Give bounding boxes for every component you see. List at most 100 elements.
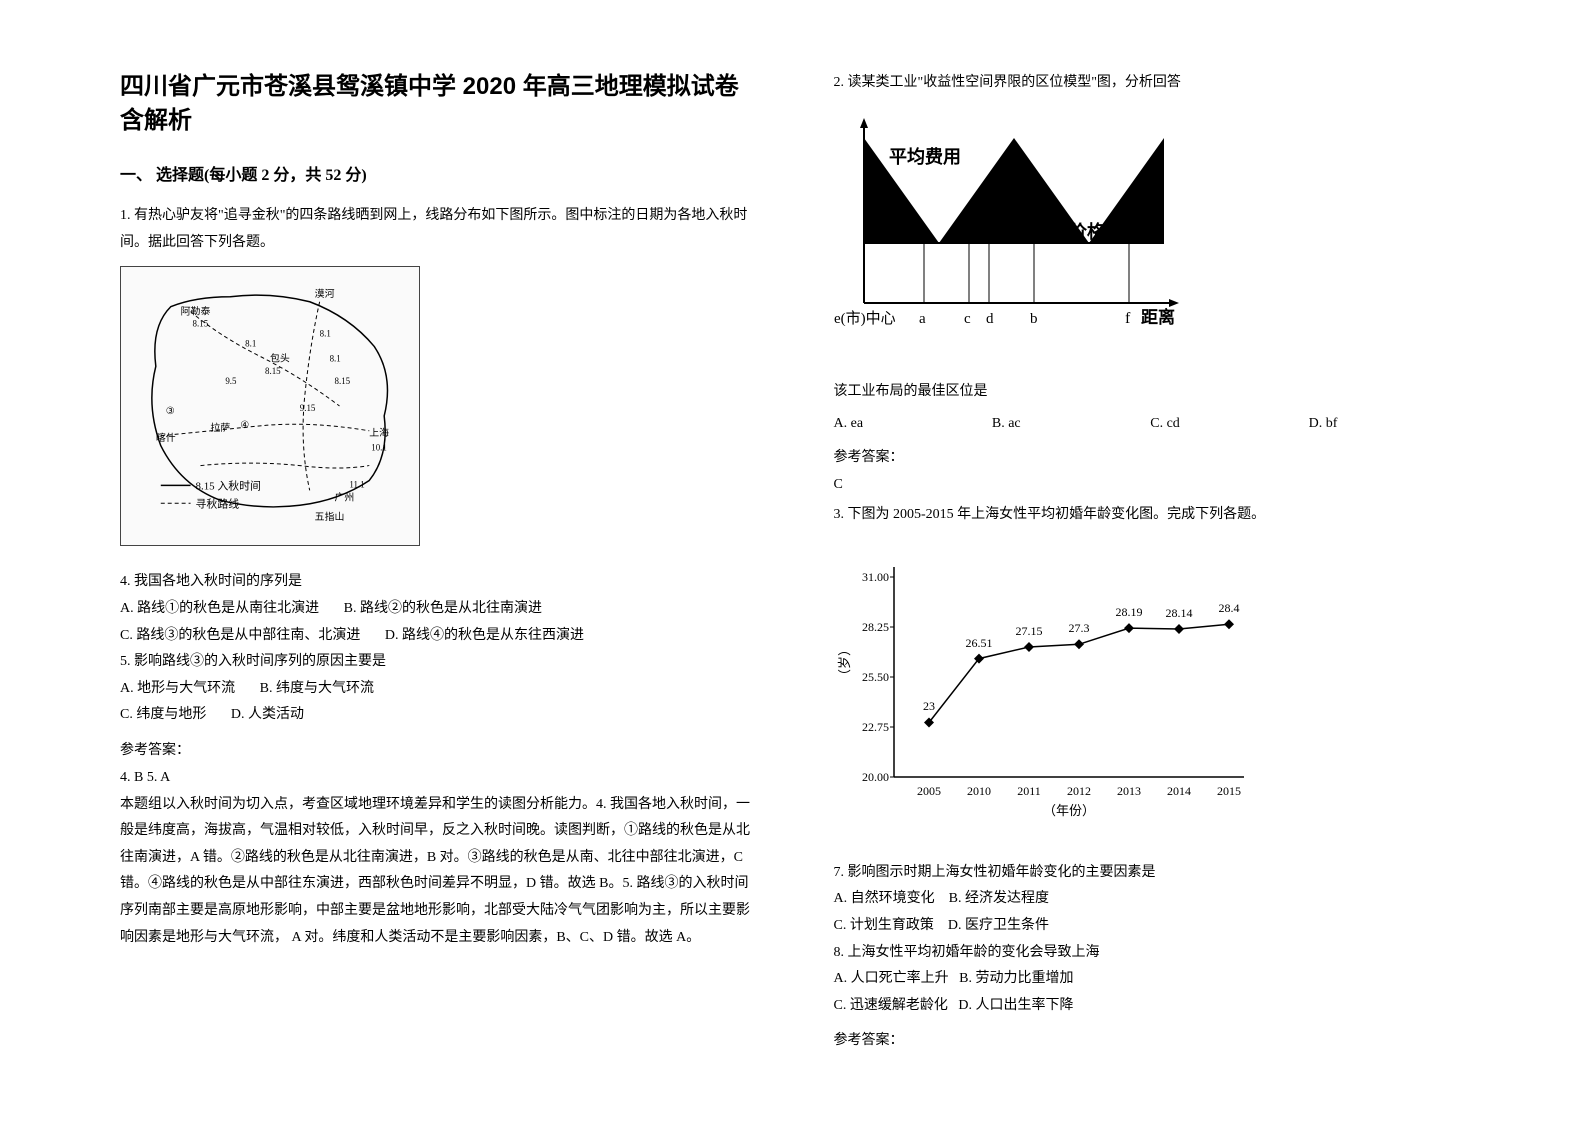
map-city-mohe: 漠河 — [315, 288, 335, 300]
svg-text:9.15: 9.15 — [300, 403, 316, 413]
china-map-svg: 漠河 阿勒泰 包头 拉萨 喀什 上海 广州 五指山 8.15 8.1 8.15 … — [120, 266, 420, 546]
svg-text:平均费用: 平均费用 — [889, 146, 961, 167]
q2-intro: 2. 读某类工业"收益性空间界限的区位模型"图，分析回答 — [834, 70, 1468, 97]
opt-a: A. 人口死亡率上升 — [834, 971, 949, 986]
svg-text:e(市)中心: e(市)中心 — [834, 310, 896, 327]
opt-a: A. 自然环境变化 — [834, 891, 935, 906]
svg-text:（岁）: （岁） — [837, 643, 852, 682]
q2-opts: A. ea B. ac C. cd D. bf — [834, 416, 1468, 432]
map-city-wzs: 五指山 — [315, 511, 345, 524]
map-city-altay: 阿勒泰 — [181, 305, 211, 318]
svg-text:2005: 2005 — [917, 784, 941, 798]
svg-text:b: b — [1030, 311, 1038, 327]
document-title: 四川省广元市苍溪县鸳溪镇中学 2020 年高三地理模拟试卷含解析 — [120, 70, 754, 137]
svg-text:28.14: 28.14 — [1165, 606, 1192, 620]
line-chart-svg: 20.00 22.75 25.50 28.25 31.00 （岁） 2005 2… — [834, 547, 1264, 827]
q3-sub8-opts: A. 人口死亡率上升 B. 劳动力比重增加 — [834, 966, 1468, 993]
svg-text:2012: 2012 — [1067, 784, 1091, 798]
svg-text:10.1: 10.1 — [371, 443, 387, 453]
opt-c: C. 计划生育政策 — [834, 918, 934, 933]
q2-chart-figure: 平均费用 价格 e(市)中心 a c d b f 距离 — [834, 107, 1468, 362]
section-header: 一、 选择题(每小题 2 分，共 52 分) — [120, 161, 754, 185]
q1-sub4: 4. 我国各地入秋时间的序列是 — [120, 569, 754, 596]
map-city-baotou: 包头 — [270, 352, 290, 365]
q3-answer-label: 参考答案： — [834, 1029, 1468, 1049]
svg-text:8.15: 8.15 — [265, 367, 281, 377]
svg-text:28.19: 28.19 — [1115, 605, 1142, 619]
q3-sub7-opts: A. 自然环境变化 B. 经济发达程度 — [834, 886, 1468, 913]
q2-question: 该工业布局的最佳区位是 — [834, 380, 1468, 400]
opt-c: C. 迅速缓解老龄化 — [834, 998, 948, 1013]
opt-b: B. 经济发达程度 — [949, 891, 1049, 906]
opt-b: B. 路线②的秋色是从北往南演进 — [344, 601, 542, 616]
svg-text:2015: 2015 — [1217, 784, 1241, 798]
svg-text:④: ④ — [240, 420, 249, 431]
q1-sub5-opts2: C. 纬度与地形 D. 人类活动 — [120, 702, 754, 729]
q1-sub5-opts: A. 地形与大气环流 B. 纬度与大气环流 — [120, 676, 754, 703]
svg-text:距离: 距离 — [1141, 307, 1175, 327]
opt-d: D. bf — [1309, 416, 1467, 432]
svg-text:寻秋路线: 寻秋路线 — [196, 497, 240, 511]
svg-text:2010: 2010 — [967, 784, 991, 798]
svg-text:8.1: 8.1 — [245, 339, 256, 349]
opt-d: D. 人类活动 — [231, 707, 304, 722]
opt-c: C. cd — [1150, 416, 1308, 432]
svg-text:8.15 入秋时间: 8.15 入秋时间 — [196, 479, 261, 493]
svg-text:23: 23 — [923, 699, 935, 713]
svg-text:31.00: 31.00 — [862, 570, 889, 584]
svg-text:③: ③ — [166, 406, 175, 417]
opt-a: A. 地形与大气环流 — [120, 681, 235, 696]
svg-text:c: c — [964, 311, 971, 327]
opt-c: C. 路线③的秋色是从中部往南、北演进 — [120, 628, 360, 643]
svg-text:25.50: 25.50 — [862, 670, 889, 684]
opt-a: A. ea — [834, 416, 992, 432]
answer-short: 4. B 5. A — [120, 765, 754, 792]
opt-c: C. 纬度与地形 — [120, 707, 206, 722]
svg-text:20.00: 20.00 — [862, 770, 889, 784]
q3-intro: 3. 下图为 2005-2015 年上海女性平均初婚年龄变化图。完成下列各题。 — [834, 502, 1468, 529]
svg-text:2013: 2013 — [1117, 784, 1141, 798]
svg-text:28.25: 28.25 — [862, 620, 889, 634]
right-column: 2. 读某类工业"收益性空间界限的区位模型"图，分析回答 平均费用 价格 e(市… — [794, 70, 1488, 1082]
svg-text:9.5: 9.5 — [225, 377, 237, 387]
q1-sub4-opts: A. 路线①的秋色是从南往北演进 B. 路线②的秋色是从北往南演进 — [120, 596, 754, 623]
svg-text:f: f — [1125, 310, 1131, 327]
map-city-lasa: 拉萨 — [210, 421, 230, 434]
q2-answer: C — [834, 472, 1468, 499]
svg-text:a: a — [919, 311, 926, 327]
opt-b: B. ac — [992, 416, 1150, 432]
q2-answer-label: 参考答案： — [834, 446, 1468, 466]
q3-sub8: 8. 上海女性平均初婚年龄的变化会导致上海 — [834, 940, 1468, 967]
svg-text:（年份）: （年份） — [1042, 803, 1094, 818]
answer-label: 参考答案： — [120, 739, 754, 759]
svg-text:8.1: 8.1 — [320, 329, 331, 339]
opt-d: D. 人口出生率下降 — [958, 998, 1073, 1013]
opt-d: D. 医疗卫生条件 — [948, 918, 1049, 933]
svg-text:22.75: 22.75 — [862, 720, 889, 734]
q3-sub7-opts2: C. 计划生育政策 D. 医疗卫生条件 — [834, 913, 1468, 940]
map-city-kashi: 喀什 — [156, 431, 176, 444]
q1-map-figure: 漠河 阿勒泰 包头 拉萨 喀什 上海 广州 五指山 8.15 8.1 8.15 … — [120, 266, 754, 551]
svg-text:8.15: 8.15 — [193, 319, 209, 329]
svg-text:26.51: 26.51 — [965, 636, 992, 650]
svg-text:27.3: 27.3 — [1068, 621, 1089, 635]
opt-d: D. 路线④的秋色是从东往西演进 — [385, 628, 584, 643]
map-city-shanghai: 上海 — [369, 426, 389, 439]
svg-text:28.4: 28.4 — [1218, 601, 1239, 615]
opt-b: B. 劳动力比重增加 — [959, 971, 1073, 986]
svg-text:27.15: 27.15 — [1015, 624, 1042, 638]
svg-text:2011: 2011 — [1017, 784, 1041, 798]
econ-chart-svg: 平均费用 价格 e(市)中心 a c d b f 距离 — [834, 113, 1194, 343]
q3-sub8-opts2: C. 迅速缓解老龄化 D. 人口出生率下降 — [834, 993, 1468, 1020]
svg-text:8.1: 8.1 — [330, 354, 341, 364]
answer-body: 本题组以入秋时间为切入点，考查区域地理环境差异和学生的读图分析能力。4. 我国各… — [120, 792, 754, 952]
svg-text:价格: 价格 — [1069, 221, 1106, 242]
q1-sub4-opts2: C. 路线③的秋色是从中部往南、北演进 D. 路线④的秋色是从东往西演进 — [120, 623, 754, 650]
q1-sub5: 5. 影响路线③的入秋时间序列的原因主要是 — [120, 649, 754, 676]
svg-text:8.15: 8.15 — [335, 377, 351, 387]
q3-sub7: 7. 影响图示时期上海女性初婚年龄变化的主要因素是 — [834, 860, 1468, 887]
opt-b: B. 纬度与大气环流 — [260, 681, 374, 696]
map-city-gz: 广州 — [335, 492, 355, 504]
left-column: 四川省广元市苍溪县鸳溪镇中学 2020 年高三地理模拟试卷含解析 一、 选择题(… — [100, 70, 794, 1082]
svg-text:2014: 2014 — [1167, 784, 1191, 798]
